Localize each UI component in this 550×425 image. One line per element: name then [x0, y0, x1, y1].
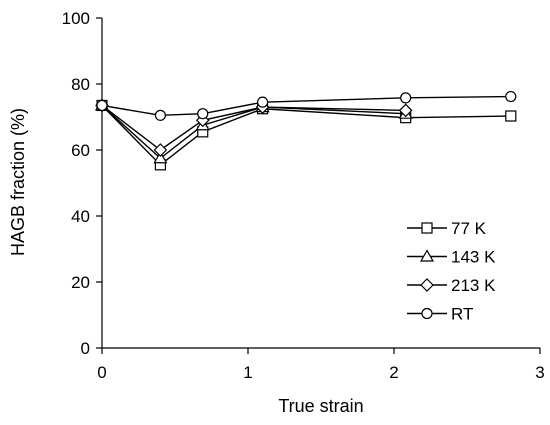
y-tick-label: 100 [62, 9, 90, 28]
legend-label: 143 K [451, 248, 496, 267]
legend-marker [421, 222, 433, 234]
x-tick-label: 3 [535, 363, 544, 382]
x-tick-label: 1 [243, 363, 252, 382]
legend: 77 K 143 K 213 K RT [407, 219, 496, 324]
data-point-marker [257, 96, 269, 108]
y-tick-label: 60 [71, 141, 90, 160]
legend-entry: 143 K [407, 248, 496, 267]
data-point-marker [197, 108, 209, 120]
legend-entry: 213 K [407, 276, 496, 295]
legend-marker [420, 278, 434, 292]
data-point-marker [153, 143, 168, 157]
series-rt [96, 90, 517, 121]
x-axis-title: True strain [278, 396, 363, 416]
legend-label: RT [451, 305, 473, 324]
legend-marker [419, 249, 435, 262]
axes [101, 18, 540, 349]
y-tick-label: 40 [71, 207, 90, 226]
data-point-marker [505, 90, 517, 103]
legend-label: 213 K [451, 276, 496, 295]
series-line [101, 95, 511, 117]
series-line [101, 104, 511, 166]
x-tick-label: 2 [389, 363, 398, 382]
x-tick-label: 0 [97, 363, 106, 382]
data-point-marker [154, 109, 166, 121]
data-point-marker [505, 110, 517, 122]
data-point-marker [153, 151, 168, 164]
legend-entry: 77 K [407, 219, 487, 238]
y-tick-label: 0 [81, 339, 90, 358]
series-lines [94, 90, 517, 171]
axis-ticks: 0 20 40 60 80 100 0 1 2 3 [62, 9, 545, 382]
y-tick-label: 80 [71, 75, 90, 94]
legend-marker [421, 307, 433, 320]
data-point-marker [96, 99, 108, 112]
y-tick-label: 20 [71, 273, 90, 292]
y-axis-title: HAGB fraction (%) [8, 108, 28, 256]
data-point-marker [398, 103, 413, 118]
legend-entry: RT [407, 305, 473, 324]
legend-label: 77 K [451, 219, 487, 238]
data-point-marker [400, 92, 412, 104]
